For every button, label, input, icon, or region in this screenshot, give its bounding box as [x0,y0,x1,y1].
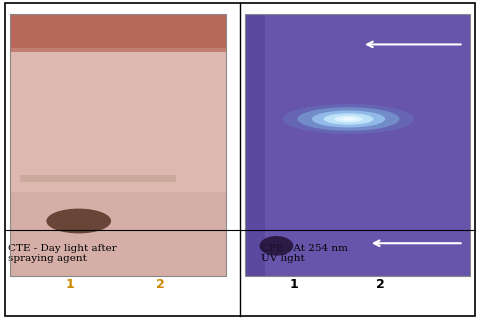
Bar [245,14,470,276]
Ellipse shape [298,107,400,131]
Bar [245,14,470,276]
Ellipse shape [334,116,363,122]
Text: CTE - Day light after
spraying agent: CTE - Day light after spraying agent [8,244,117,263]
Bar [10,192,226,276]
Ellipse shape [260,236,293,256]
Bar [10,14,226,276]
Text: 1: 1 [66,278,74,291]
Bar [20,175,176,182]
Text: CPE - At 254 nm
UV light: CPE - At 254 nm UV light [262,244,348,263]
Bar [10,48,226,52]
Ellipse shape [283,104,414,134]
Text: 2: 2 [376,278,384,291]
Text: 2: 2 [156,278,165,291]
Ellipse shape [312,111,385,127]
Ellipse shape [342,117,355,121]
Bar [245,14,265,276]
Bar [10,48,226,276]
Ellipse shape [46,209,111,234]
Bar [10,14,226,48]
Text: 1: 1 [290,278,299,291]
Ellipse shape [324,113,373,125]
